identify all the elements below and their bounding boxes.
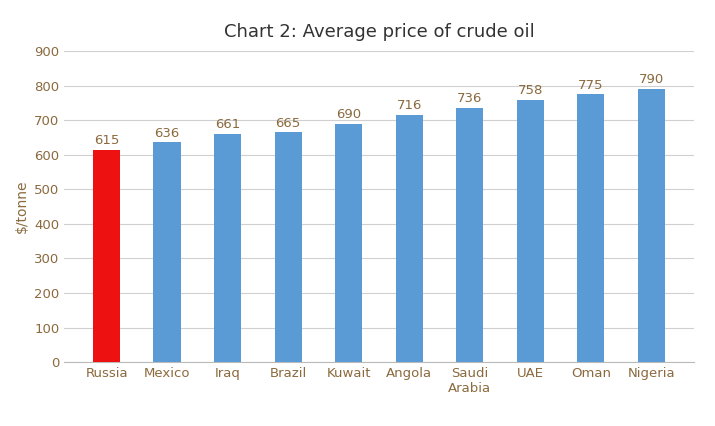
Text: 690: 690 (336, 108, 361, 121)
Text: 790: 790 (638, 73, 664, 86)
Y-axis label: $/tonne: $/tonne (15, 180, 29, 233)
Text: 758: 758 (518, 84, 543, 98)
Bar (456, 108, 483, 362)
Text: 716: 716 (397, 99, 422, 112)
Text: 615: 615 (94, 134, 119, 147)
Bar (154, 142, 181, 362)
Bar (395, 115, 423, 362)
Text: 636: 636 (154, 127, 179, 140)
Text: 775: 775 (578, 78, 603, 92)
Bar (335, 124, 363, 362)
Text: 736: 736 (457, 92, 483, 105)
Text: 661: 661 (215, 118, 240, 131)
Bar (517, 100, 544, 362)
Title: Chart 2: Average price of crude oil: Chart 2: Average price of crude oil (224, 23, 534, 41)
Text: 665: 665 (275, 117, 301, 130)
Bar (577, 94, 604, 362)
Bar (638, 89, 665, 362)
Bar (214, 134, 241, 362)
Bar (275, 132, 302, 362)
Bar (93, 150, 120, 362)
